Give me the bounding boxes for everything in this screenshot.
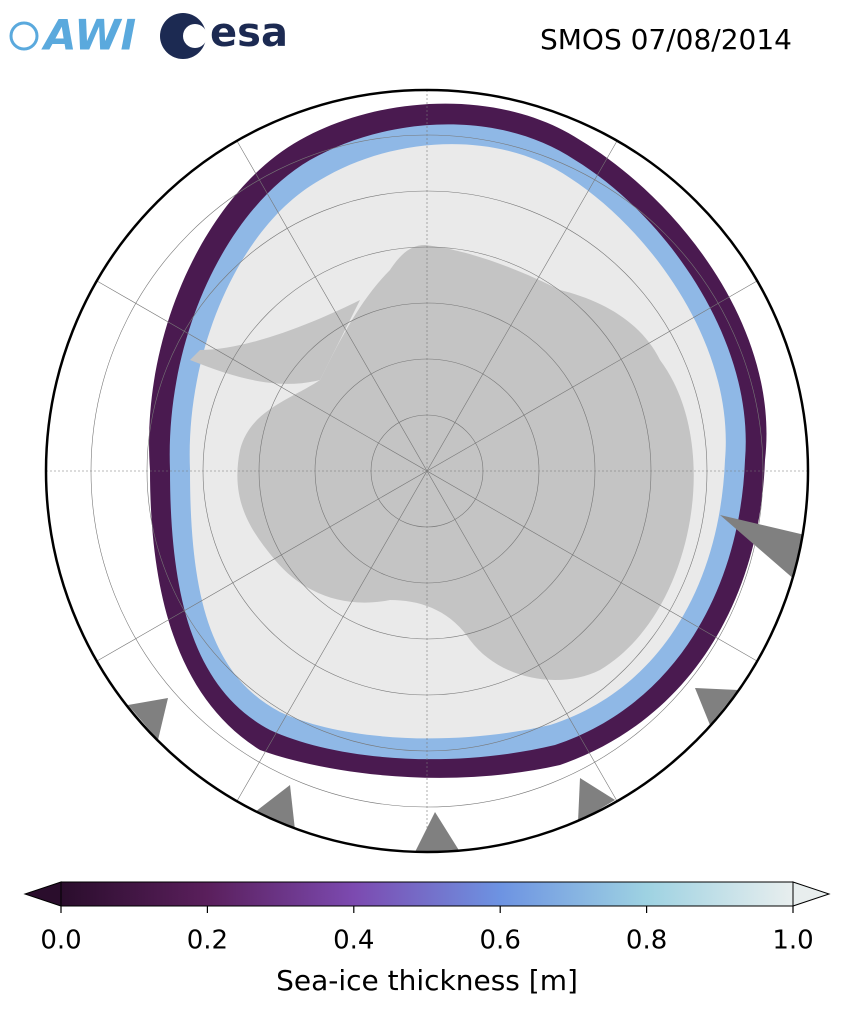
graticule (46, 90, 808, 852)
logos: AWI esa (9, 10, 288, 60)
peninsula (190, 300, 360, 384)
colorbar-label: Sea-ice thickness [m] (276, 964, 578, 997)
map-frame (44, 88, 810, 854)
extend-min (23, 881, 62, 907)
tick-label: 0.4 (333, 926, 374, 956)
tick-label: 1.0 (772, 926, 813, 956)
esa-logo: esa (210, 10, 288, 56)
title: SMOS 07/08/2014 (540, 23, 792, 56)
land (128, 515, 805, 852)
map (46, 90, 808, 852)
tick-label: 0.0 (40, 926, 81, 956)
awi-logo: AWI (41, 11, 136, 60)
tick-label: 0.6 (480, 926, 521, 956)
colorbar-body (60, 881, 794, 907)
tick-label: 0.2 (187, 926, 228, 956)
antarctica (237, 245, 694, 680)
tick-label: 0.8 (626, 926, 667, 956)
colorbar (23, 881, 831, 913)
extend-max (792, 881, 831, 907)
awi-icon (9, 21, 39, 51)
